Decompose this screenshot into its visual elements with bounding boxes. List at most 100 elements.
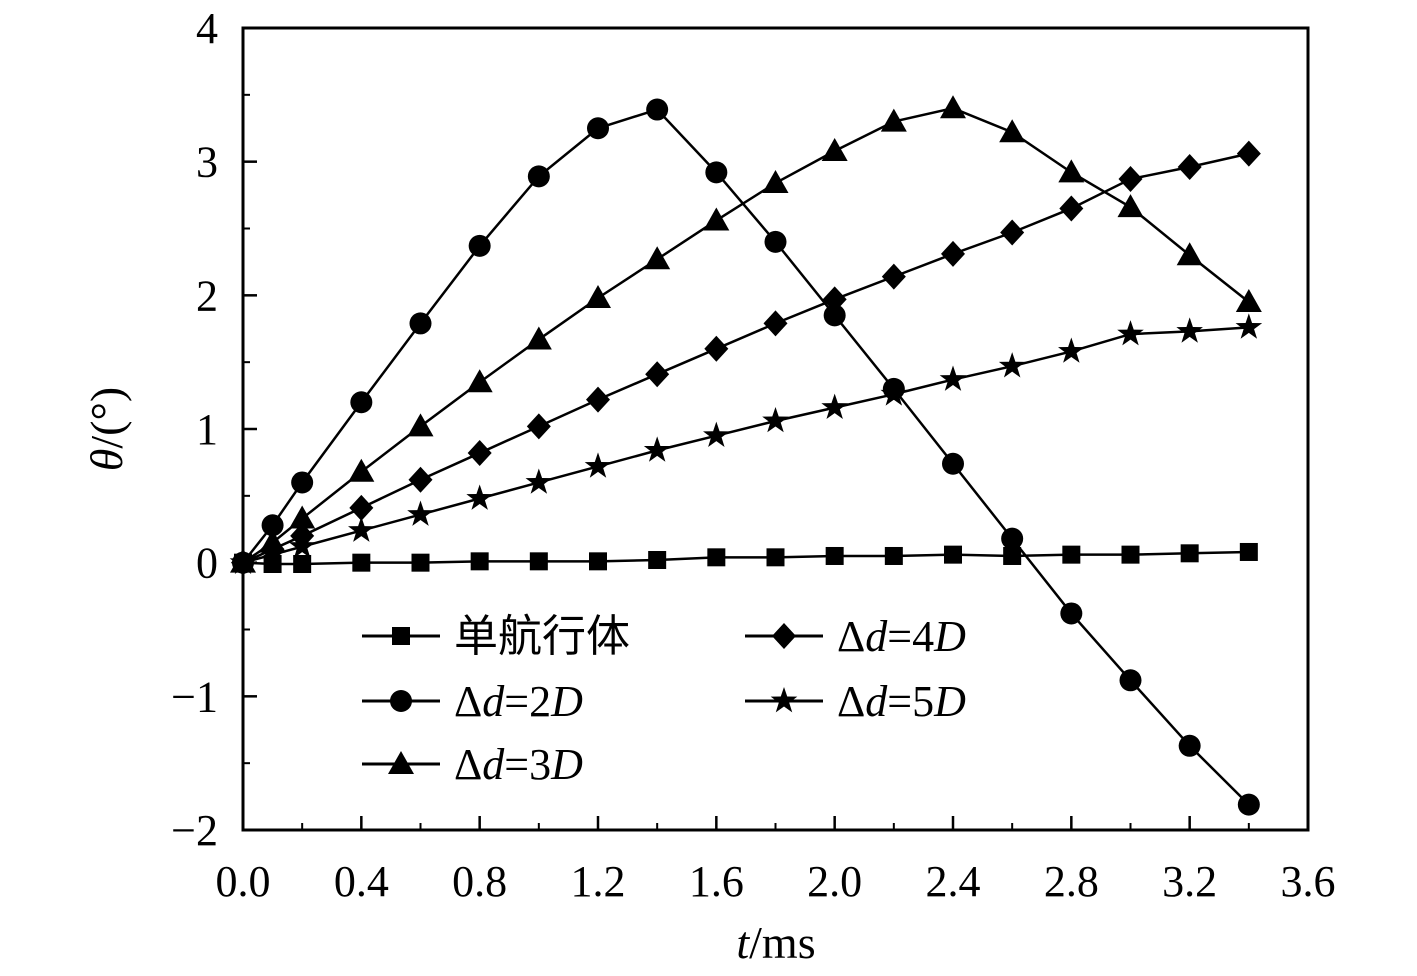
data-point-square (766, 548, 785, 567)
data-point-square (944, 545, 962, 564)
series-circle (232, 98, 1260, 816)
data-point-circle (764, 230, 787, 253)
data-point-star (525, 468, 553, 494)
data-point-circle (587, 117, 609, 140)
data-point-triangle (1235, 289, 1262, 313)
data-point-square (293, 555, 312, 574)
legend-label: Δd=4D (837, 612, 966, 661)
data-point-triangle (585, 285, 611, 309)
data-point-triangle (348, 458, 375, 482)
y-tick-label: 3 (196, 138, 218, 187)
data-point-square (352, 553, 371, 572)
legend: 单航行体 Δd=2D Δd=3D Δd=4D Δd=5D (362, 612, 966, 789)
x-tick-label: 1.6 (689, 857, 744, 906)
data-point-square (1180, 544, 1199, 563)
data-point-star (1176, 317, 1203, 343)
data-point-star (1235, 313, 1263, 339)
legend-label: Δd=5D (837, 677, 966, 726)
data-point-circle (942, 452, 964, 475)
data-point-diamond (526, 413, 551, 440)
data-point-square (1239, 542, 1258, 561)
data-point-star (821, 393, 848, 419)
legend-label: 单航行体 (454, 612, 630, 661)
y-tick-label: 2 (196, 271, 218, 320)
data-point-star (762, 406, 789, 433)
data-point-circle (705, 161, 728, 184)
data-point-diamond (1000, 219, 1025, 246)
legend-item-triangle: Δd=3D (362, 740, 583, 789)
y-tick-label: 0 (196, 539, 218, 588)
legend-label: Δd=2D (454, 677, 583, 726)
data-point-square (707, 548, 726, 567)
data-point-circle (1060, 602, 1083, 625)
data-point-triangle (880, 108, 907, 132)
legend-item-square: 单航行体 (362, 612, 630, 661)
data-point-diamond (763, 310, 788, 337)
legend-marker-diamond (772, 623, 796, 649)
data-point-square (589, 552, 607, 571)
legend-marker-square (392, 627, 410, 645)
x-tick-label: 3.2 (1162, 857, 1217, 906)
data-point-triangle (1058, 159, 1085, 183)
data-point-diamond (1059, 195, 1084, 222)
data-point-diamond (1177, 154, 1202, 181)
data-point-triangle (466, 369, 493, 393)
data-point-star (643, 436, 671, 462)
data-point-circle (468, 234, 491, 257)
data-point-square (884, 546, 903, 565)
data-point-square (1003, 546, 1022, 565)
y-tick-labels: −2 −1 0 1 2 3 4 (171, 4, 218, 855)
data-point-triangle (1176, 242, 1203, 266)
data-point-circle (291, 471, 314, 494)
data-point-star (584, 452, 612, 478)
data-point-star (998, 352, 1026, 378)
data-point-circle (261, 514, 284, 537)
x-tick-label: 0.4 (334, 857, 389, 906)
data-point-diamond (408, 466, 433, 493)
data-point-star (939, 365, 967, 391)
data-point-square (529, 552, 548, 571)
legend-label: Δd=3D (454, 740, 583, 789)
data-point-triangle (644, 246, 671, 270)
data-point-triangle (703, 207, 730, 231)
data-point-star (288, 532, 316, 558)
x-tick-label: 2.4 (926, 857, 981, 906)
x-tick-labels: 0.0 0.4 0.8 1.2 1.6 2.0 2.4 2.8 3.2 3.6 (216, 857, 1336, 906)
data-point-circle (1178, 734, 1201, 757)
data-point-star (1117, 320, 1144, 346)
x-tick-label: 0.0 (216, 857, 271, 906)
series-line-star (242, 326, 1249, 564)
legend-marker-triangle (388, 751, 414, 774)
data-point-diamond (881, 263, 906, 290)
data-point-circle (823, 304, 846, 327)
data-point-square (1121, 545, 1140, 564)
y-axis-title: θ/(°) (81, 387, 132, 471)
data-point-circle (1001, 527, 1024, 550)
y-tick-label: −1 (171, 672, 218, 721)
data-point-square (648, 550, 667, 569)
data-point-triangle (525, 326, 552, 350)
data-point-triangle (999, 119, 1026, 143)
data-point-triangle (762, 170, 789, 194)
x-tick-label: 2.0 (807, 857, 862, 906)
series-layer (229, 95, 1263, 816)
x-tick-label: 1.2 (571, 857, 626, 906)
data-point-star (259, 540, 286, 566)
data-point-circle (527, 165, 550, 188)
data-point-square (825, 546, 844, 565)
data-point-diamond (704, 335, 729, 362)
series-square (234, 542, 1258, 574)
data-point-circle (646, 98, 669, 121)
legend-item-circle: Δd=2D (362, 677, 583, 726)
data-point-circle (1119, 669, 1142, 692)
x-tick-label: 2.8 (1044, 857, 1099, 906)
x-tick-label: 0.8 (452, 857, 507, 906)
data-point-star (1058, 337, 1085, 363)
legend-item-diamond: Δd=4D (745, 612, 966, 661)
y-tick-label: 1 (196, 405, 218, 454)
data-point-diamond (1118, 166, 1143, 193)
series-triangle (230, 95, 1262, 573)
data-point-triangle (1117, 194, 1144, 218)
data-point-square (1062, 545, 1081, 564)
data-point-diamond (349, 494, 374, 521)
